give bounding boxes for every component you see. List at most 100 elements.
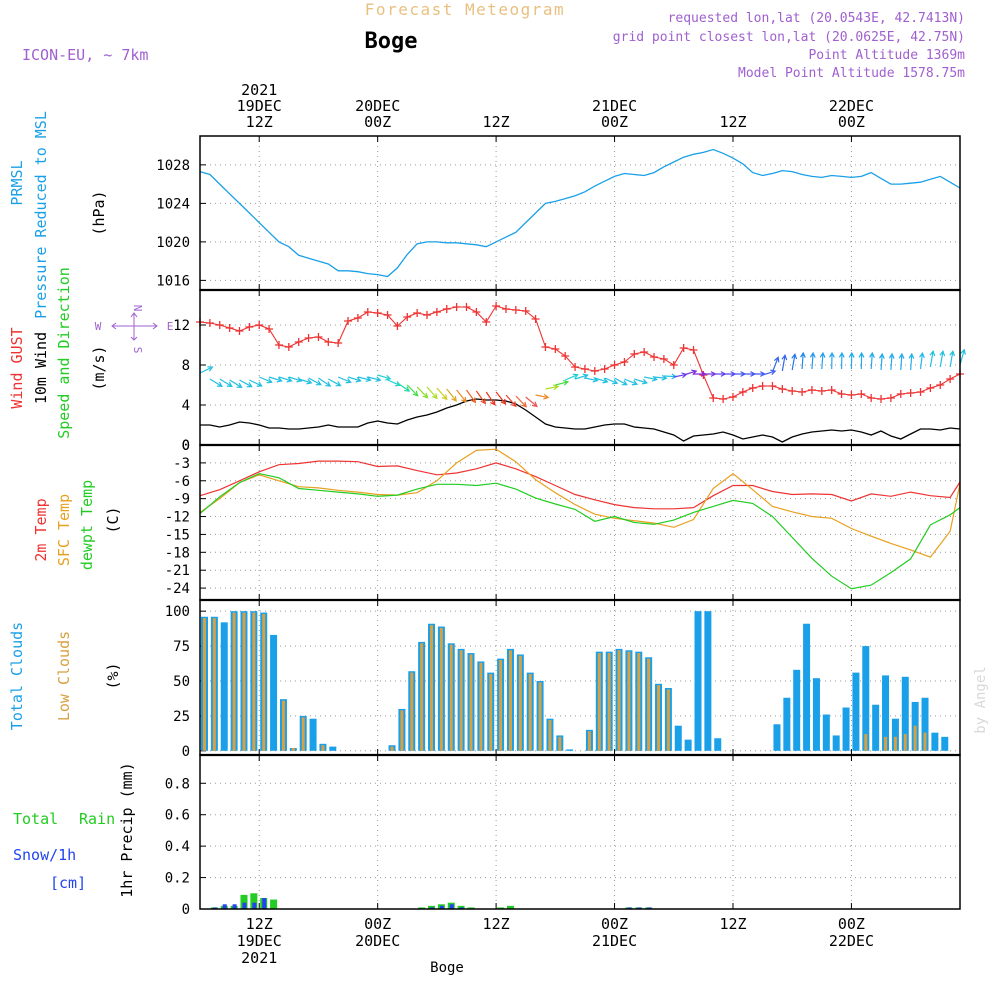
low-cloud-bar [430,625,434,751]
gust-marker [748,384,757,392]
y-tick-label: 8 [182,358,190,374]
low-cloud-bar [439,627,443,751]
total-cloud-bar [694,611,702,751]
gust-marker [926,384,935,392]
wind-direction-arrow [367,376,382,383]
wind-direction-arrow [594,377,609,384]
header: Forecast Meteogram Boge ICON-EU, ~ 7km r… [22,0,989,976]
low-cloud-bar [321,745,325,751]
wind-direction-arrow [475,390,486,405]
gust-marker [798,388,807,396]
low-cloud-bar [499,660,503,751]
gust-marker [245,323,254,331]
gust-marker [896,390,905,398]
gust-marker [284,343,293,351]
low-cloud-bar [291,748,295,751]
gust-marker [768,382,777,390]
wind-direction-arrow [908,352,915,371]
gust-marker [788,387,797,395]
gust-marker [590,367,599,375]
total-cloud-bar [832,735,840,751]
direction-label: Speed and Direction [55,267,73,439]
gust-marker [482,318,491,326]
gust-marker [304,334,313,342]
gust-marker [827,386,836,394]
gust-marker [413,309,422,317]
temp-2m-label: 2m Temp [32,498,50,561]
clouds-panel: 0 25 50 75 100 [165,599,961,760]
low-cloud-bar [508,650,512,751]
y-tick-label: -12 [165,510,190,526]
low-cloud-bar [587,731,591,751]
total-cloud-bar [783,697,791,751]
wind-direction-arrow [781,354,788,372]
panels: 1016 1020 1024 1028 0 4 8 12 0 -3 -6 -9 -12-15 -18 -21… [156,135,966,918]
low-cloud-bar [410,672,414,751]
temperature-panel: 0 -3 -6 -9 -12-15 -18 -21 -24 [165,438,961,601]
y-tick-label: 1024 [156,196,190,212]
total-label: Total [13,810,58,828]
gust-marker [353,314,362,322]
wind-direction-arrow [878,352,885,371]
precip-units: 1hr Precip (mm) [118,762,136,897]
snow-bar [262,898,267,909]
snow-units-label: [cm] [50,874,86,892]
gust-marker [531,315,540,323]
gust-marker [314,333,323,341]
low-cloud-bar [657,685,661,751]
total-cloud-bar [674,725,682,751]
wind-direction-arrow [959,348,966,366]
gust-marker [344,317,353,325]
top-time-label: 00Z [364,113,391,131]
low-cloud-bar [212,618,216,751]
gust-marker [363,308,372,316]
wind-direction-arrow [888,352,895,371]
y-tick-label: -21 [165,563,190,579]
gust-label: Wind GUST [8,327,26,408]
wind-direction-arrow [258,376,273,384]
low-cloud-bar [459,650,463,751]
gust-marker [580,365,589,373]
gust-marker [659,355,668,363]
wind-units: (m/s) [90,345,108,390]
wind-direction-arrow [219,378,233,388]
total-cloud-bar [773,724,781,751]
wind-direction-arrow [858,351,865,370]
gust-marker [669,361,678,369]
wind-direction-arrow [555,379,570,386]
gust-marker [462,303,471,311]
wind-speed-line [200,398,961,443]
wind-direction-arrow [308,377,322,386]
gust-marker [906,389,915,397]
y-tick-label: 25 [173,709,190,725]
pressure-label: PRMSL [8,160,26,205]
cloud-units: (%) [104,662,122,689]
gust-marker [738,388,747,396]
wind-direction-arrow [919,351,925,370]
total-cloud-bar [931,732,939,751]
wind-direction-arrow [426,386,438,400]
gust-marker [423,311,432,319]
snow-bar [647,907,652,909]
wind-direction-arrow [446,388,457,402]
total-cloud-bar [270,634,278,751]
gust-marker [807,386,816,394]
gust-marker [610,361,619,369]
total-cloud-bar [891,718,899,751]
low-cloud-bar [301,717,305,751]
model-label: ICON-EU, ~ 7km [22,46,148,64]
low-cloud-bar [262,613,266,751]
gust-marker [571,363,580,371]
wind-label: 10m Wind [32,332,50,404]
precipitation-panel: 0 0.2 0.4 0.6 0.8 [165,754,961,918]
wind-direction-arrow [337,376,352,384]
low-cloud-bar [864,734,868,751]
low-cloud-bar [479,662,483,751]
top-time-label: 20DEC [355,97,400,115]
total-cloud-bar [812,678,820,751]
wind-direction-arrow [525,396,538,408]
compass-rose [111,312,158,341]
snow-bar [637,907,642,909]
y-tick-label: -9 [173,492,190,508]
bottom-time-label: 12Z [719,915,746,933]
